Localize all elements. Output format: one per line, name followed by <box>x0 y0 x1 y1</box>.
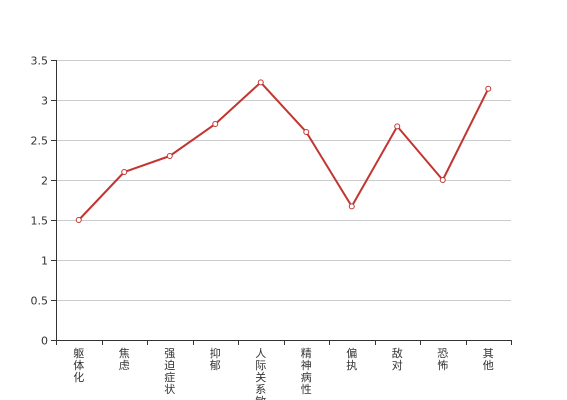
x-tick-label: 偏执 <box>346 346 357 372</box>
y-tick-label: 1 <box>41 255 48 268</box>
x-tick-label: 抑郁 <box>210 346 221 372</box>
y-tick-label: 0 <box>41 335 48 348</box>
y-tick-label: 2.5 <box>31 135 49 148</box>
x-tick-label: 敌对 <box>392 346 403 372</box>
data-point[interactable] <box>121 169 128 175</box>
x-tick-label: 其他 <box>483 347 494 372</box>
series <box>75 79 492 223</box>
y-tick-label: 3.5 <box>31 55 49 68</box>
x-tick-label: 焦虑 <box>119 347 130 372</box>
series-line <box>78 81 490 221</box>
data-point[interactable] <box>394 123 401 130</box>
y-tick-label: 2 <box>41 175 48 188</box>
x-tick-label: 人际关系敏感 <box>255 347 266 400</box>
data-point[interactable] <box>257 79 264 86</box>
x-axis: 躯体化 焦虑 强迫症状 抑郁 人际关系敏感 精神病性 偏执 敌对 恐怖 其他 <box>56 340 512 400</box>
data-point[interactable] <box>485 85 492 92</box>
x-tick-label: 恐怖 <box>437 347 448 372</box>
x-tick-label: 躯体化 <box>73 347 84 384</box>
data-point[interactable] <box>348 203 355 210</box>
data-point[interactable] <box>212 121 219 127</box>
data-point[interactable] <box>166 153 173 159</box>
y-tick-label: 0.5 <box>31 295 49 308</box>
y-tick-label: 3 <box>41 95 48 108</box>
data-point[interactable] <box>303 129 310 135</box>
y-axis: 0 0.5 1 1.5 2 2.5 3 3.5 <box>31 55 57 348</box>
y-tick-label: 1.5 <box>31 215 49 228</box>
x-tick-label: 精神病性 <box>301 347 312 396</box>
data-point[interactable] <box>439 177 446 183</box>
data-point[interactable] <box>75 217 82 223</box>
grid-lines <box>56 60 511 301</box>
x-tick-label: 强迫症状 <box>164 347 175 396</box>
